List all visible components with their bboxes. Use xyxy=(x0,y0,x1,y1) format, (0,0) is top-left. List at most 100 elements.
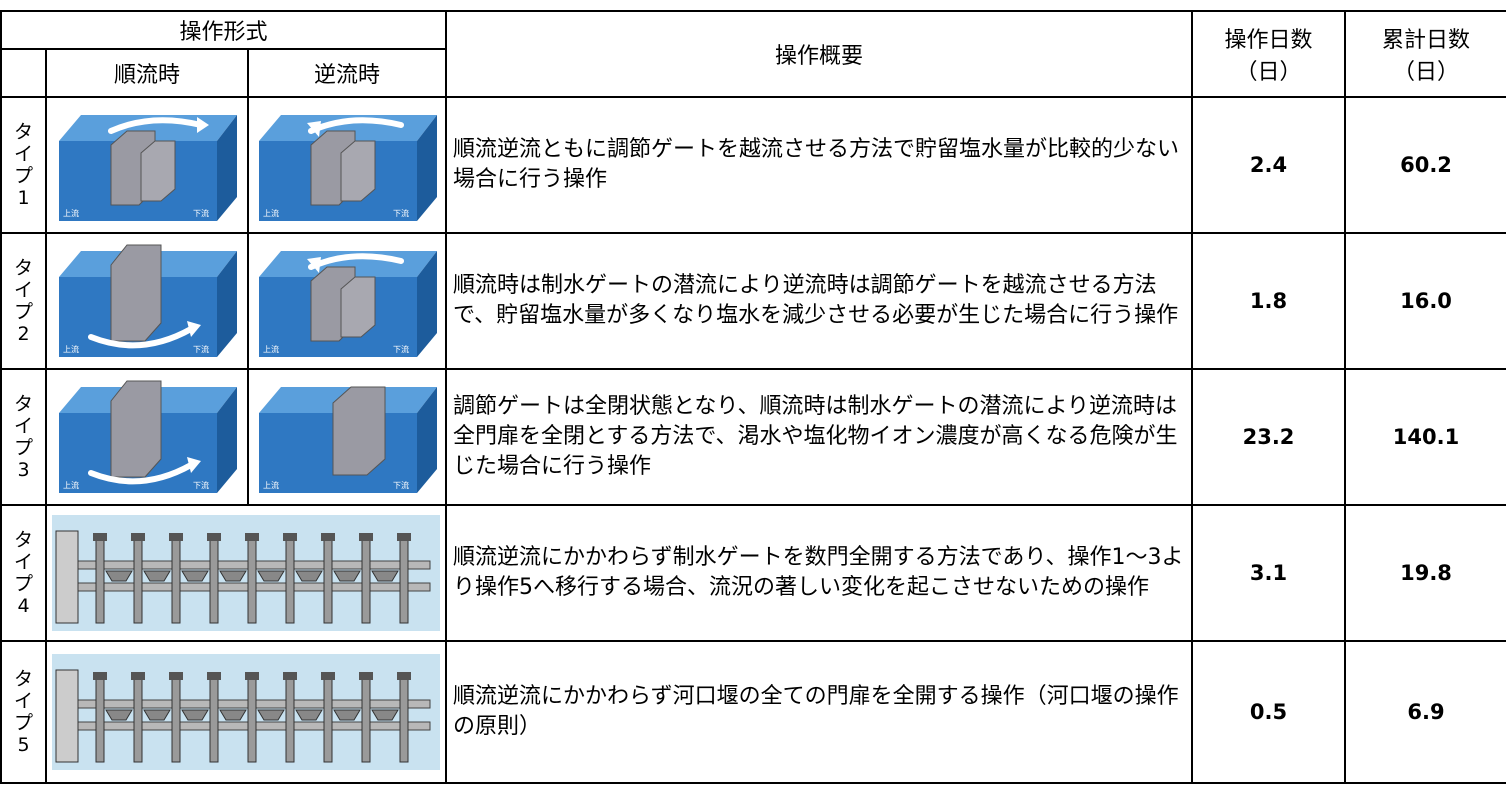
pier-head xyxy=(131,533,145,541)
cumulative-cell: 140.1 xyxy=(1344,368,1506,506)
gate-illustration: 上流 下流 xyxy=(259,115,437,221)
upstream-label: 上流 xyxy=(263,208,279,218)
pier-head xyxy=(245,533,259,541)
type-label: タイプ5 xyxy=(13,668,33,756)
pier xyxy=(361,536,371,624)
upstream-label: 上流 xyxy=(63,208,79,218)
days-cell: 1.8 xyxy=(1191,232,1347,370)
cumulative-cell: 6.9 xyxy=(1344,640,1506,784)
gate xyxy=(340,140,376,202)
gate-panel xyxy=(333,570,361,582)
table-body: タイプ1 上流 下流 上流 下流 順流逆流ともに調節ゲートを越流させる方法で貯留塩水量が比… xyxy=(0,96,1506,784)
summary-cell: 順流逆流にかかわらず制水ゲートを数門全開する方法であり、操作1～3より操作5へ移… xyxy=(445,504,1194,642)
pier-head xyxy=(131,672,145,680)
gate-panel xyxy=(295,709,323,721)
upstream-label: 上流 xyxy=(263,480,279,490)
type-cell: タイプ1 xyxy=(0,96,47,234)
water-side xyxy=(417,115,437,221)
gate-illustration: 上流 下流 xyxy=(59,244,237,357)
days-cell: 0.5 xyxy=(1191,640,1347,784)
pier-head xyxy=(245,672,259,680)
table-row: タイプ5 順流逆流にかかわらず河口堰の全ての門扉を全開する操作（河口堰の操作の原則… xyxy=(0,640,1506,784)
reverse-image-cell: 上流 下流 xyxy=(246,368,448,506)
gate xyxy=(110,380,162,478)
gate-panel xyxy=(219,709,247,721)
pier xyxy=(171,536,181,624)
pier-head xyxy=(397,533,411,541)
header-cumulative-label: 累計日数 xyxy=(1382,28,1471,53)
flow-arrow xyxy=(88,462,194,485)
gate xyxy=(110,244,162,342)
gate-panel xyxy=(143,709,171,721)
image-cell xyxy=(44,640,448,784)
summary-cell: 調節ゲートは全閉状態となり、順流時は制水ゲートの潜流により逆流時は全門扉を全閉と… xyxy=(445,368,1194,506)
days-cell: 23.2 xyxy=(1191,368,1347,506)
forward-image-cell: 上流 下流 xyxy=(45,232,249,370)
flow-arrow xyxy=(88,326,194,349)
type-label: タイプ1 xyxy=(13,121,33,209)
gate-panel xyxy=(181,709,209,721)
upstream-label: 上流 xyxy=(63,480,79,490)
table-row: タイプ4 順流逆流にかかわらず制水ゲートを数門全開する方法であり、操作1～3より操… xyxy=(0,504,1506,642)
days-cell: 2.4 xyxy=(1191,96,1347,234)
flow-arrowhead xyxy=(307,121,321,137)
downstream-label: 下流 xyxy=(193,208,209,218)
summary-cell: 順流逆流にかかわらず河口堰の全ての門扉を全開する操作（河口堰の操作の原則） xyxy=(445,640,1194,784)
downstream-label: 下流 xyxy=(393,480,409,490)
gate xyxy=(332,386,386,476)
gate-panel xyxy=(105,570,133,582)
gate-illustration: 上流 下流 xyxy=(259,251,437,357)
forward-image-cell: 上流 下流 xyxy=(45,368,249,506)
image-cell xyxy=(44,504,448,642)
type-label: タイプ4 xyxy=(13,529,33,617)
gate xyxy=(140,140,176,202)
type-label: タイプ3 xyxy=(13,393,33,481)
summary-cell: 順流時は制水ゲートの潜流により逆流時は調節ゲートを越流させる方法で、貯留塩水量が… xyxy=(445,232,1194,370)
upstream-label: 上流 xyxy=(263,344,279,354)
upstream-label: 上流 xyxy=(63,344,79,354)
pier xyxy=(361,675,371,763)
header-summary: 操作概要 xyxy=(445,10,1194,98)
flow-arrowhead xyxy=(187,321,201,337)
pier-head xyxy=(283,533,297,541)
table-row: タイプ3 上流 下流 上流 下流 調節ゲートは全閉状態となり、順流時は制水ゲートの潜流によ… xyxy=(0,368,1506,506)
pier xyxy=(171,675,181,763)
reverse-image-cell: 上流 下流 xyxy=(246,232,448,370)
header-days-unit: （日） xyxy=(1235,60,1302,85)
pier xyxy=(133,675,143,763)
header-blank xyxy=(0,48,47,98)
weir-illustration xyxy=(52,515,440,631)
tower xyxy=(55,669,79,763)
pier xyxy=(133,536,143,624)
pier xyxy=(323,675,333,763)
cumulative-cell: 19.8 xyxy=(1344,504,1506,642)
gate-panel xyxy=(371,709,399,721)
type-cell: タイプ2 xyxy=(0,232,47,370)
header-reverse: 逆流時 xyxy=(246,48,448,98)
cumulative-cell: 60.2 xyxy=(1344,96,1506,234)
pier xyxy=(247,536,257,624)
reverse-image-cell: 上流 下流 xyxy=(246,96,448,234)
pier-head xyxy=(321,672,335,680)
cumulative-cell: 16.0 xyxy=(1344,232,1506,370)
gate-panel xyxy=(105,709,133,721)
pier xyxy=(95,536,105,624)
gate-panel xyxy=(371,570,399,582)
flow-arrowhead xyxy=(187,457,201,473)
downstream-label: 下流 xyxy=(193,480,209,490)
type-cell: タイプ3 xyxy=(0,368,47,506)
water-side xyxy=(217,251,237,357)
gate-panel xyxy=(143,570,171,582)
pier xyxy=(323,536,333,624)
gate-panel xyxy=(257,570,285,582)
gate-panel xyxy=(295,570,323,582)
table-row: タイプ1 上流 下流 上流 下流 順流逆流ともに調節ゲートを越流させる方法で貯留塩水量が比… xyxy=(0,96,1506,234)
pier xyxy=(399,675,409,763)
pier-head xyxy=(207,533,221,541)
header-operation-form: 操作形式 xyxy=(0,10,448,50)
tower xyxy=(55,530,79,624)
pier-head xyxy=(283,672,297,680)
pier-head xyxy=(93,533,107,541)
gate-panel xyxy=(219,570,247,582)
